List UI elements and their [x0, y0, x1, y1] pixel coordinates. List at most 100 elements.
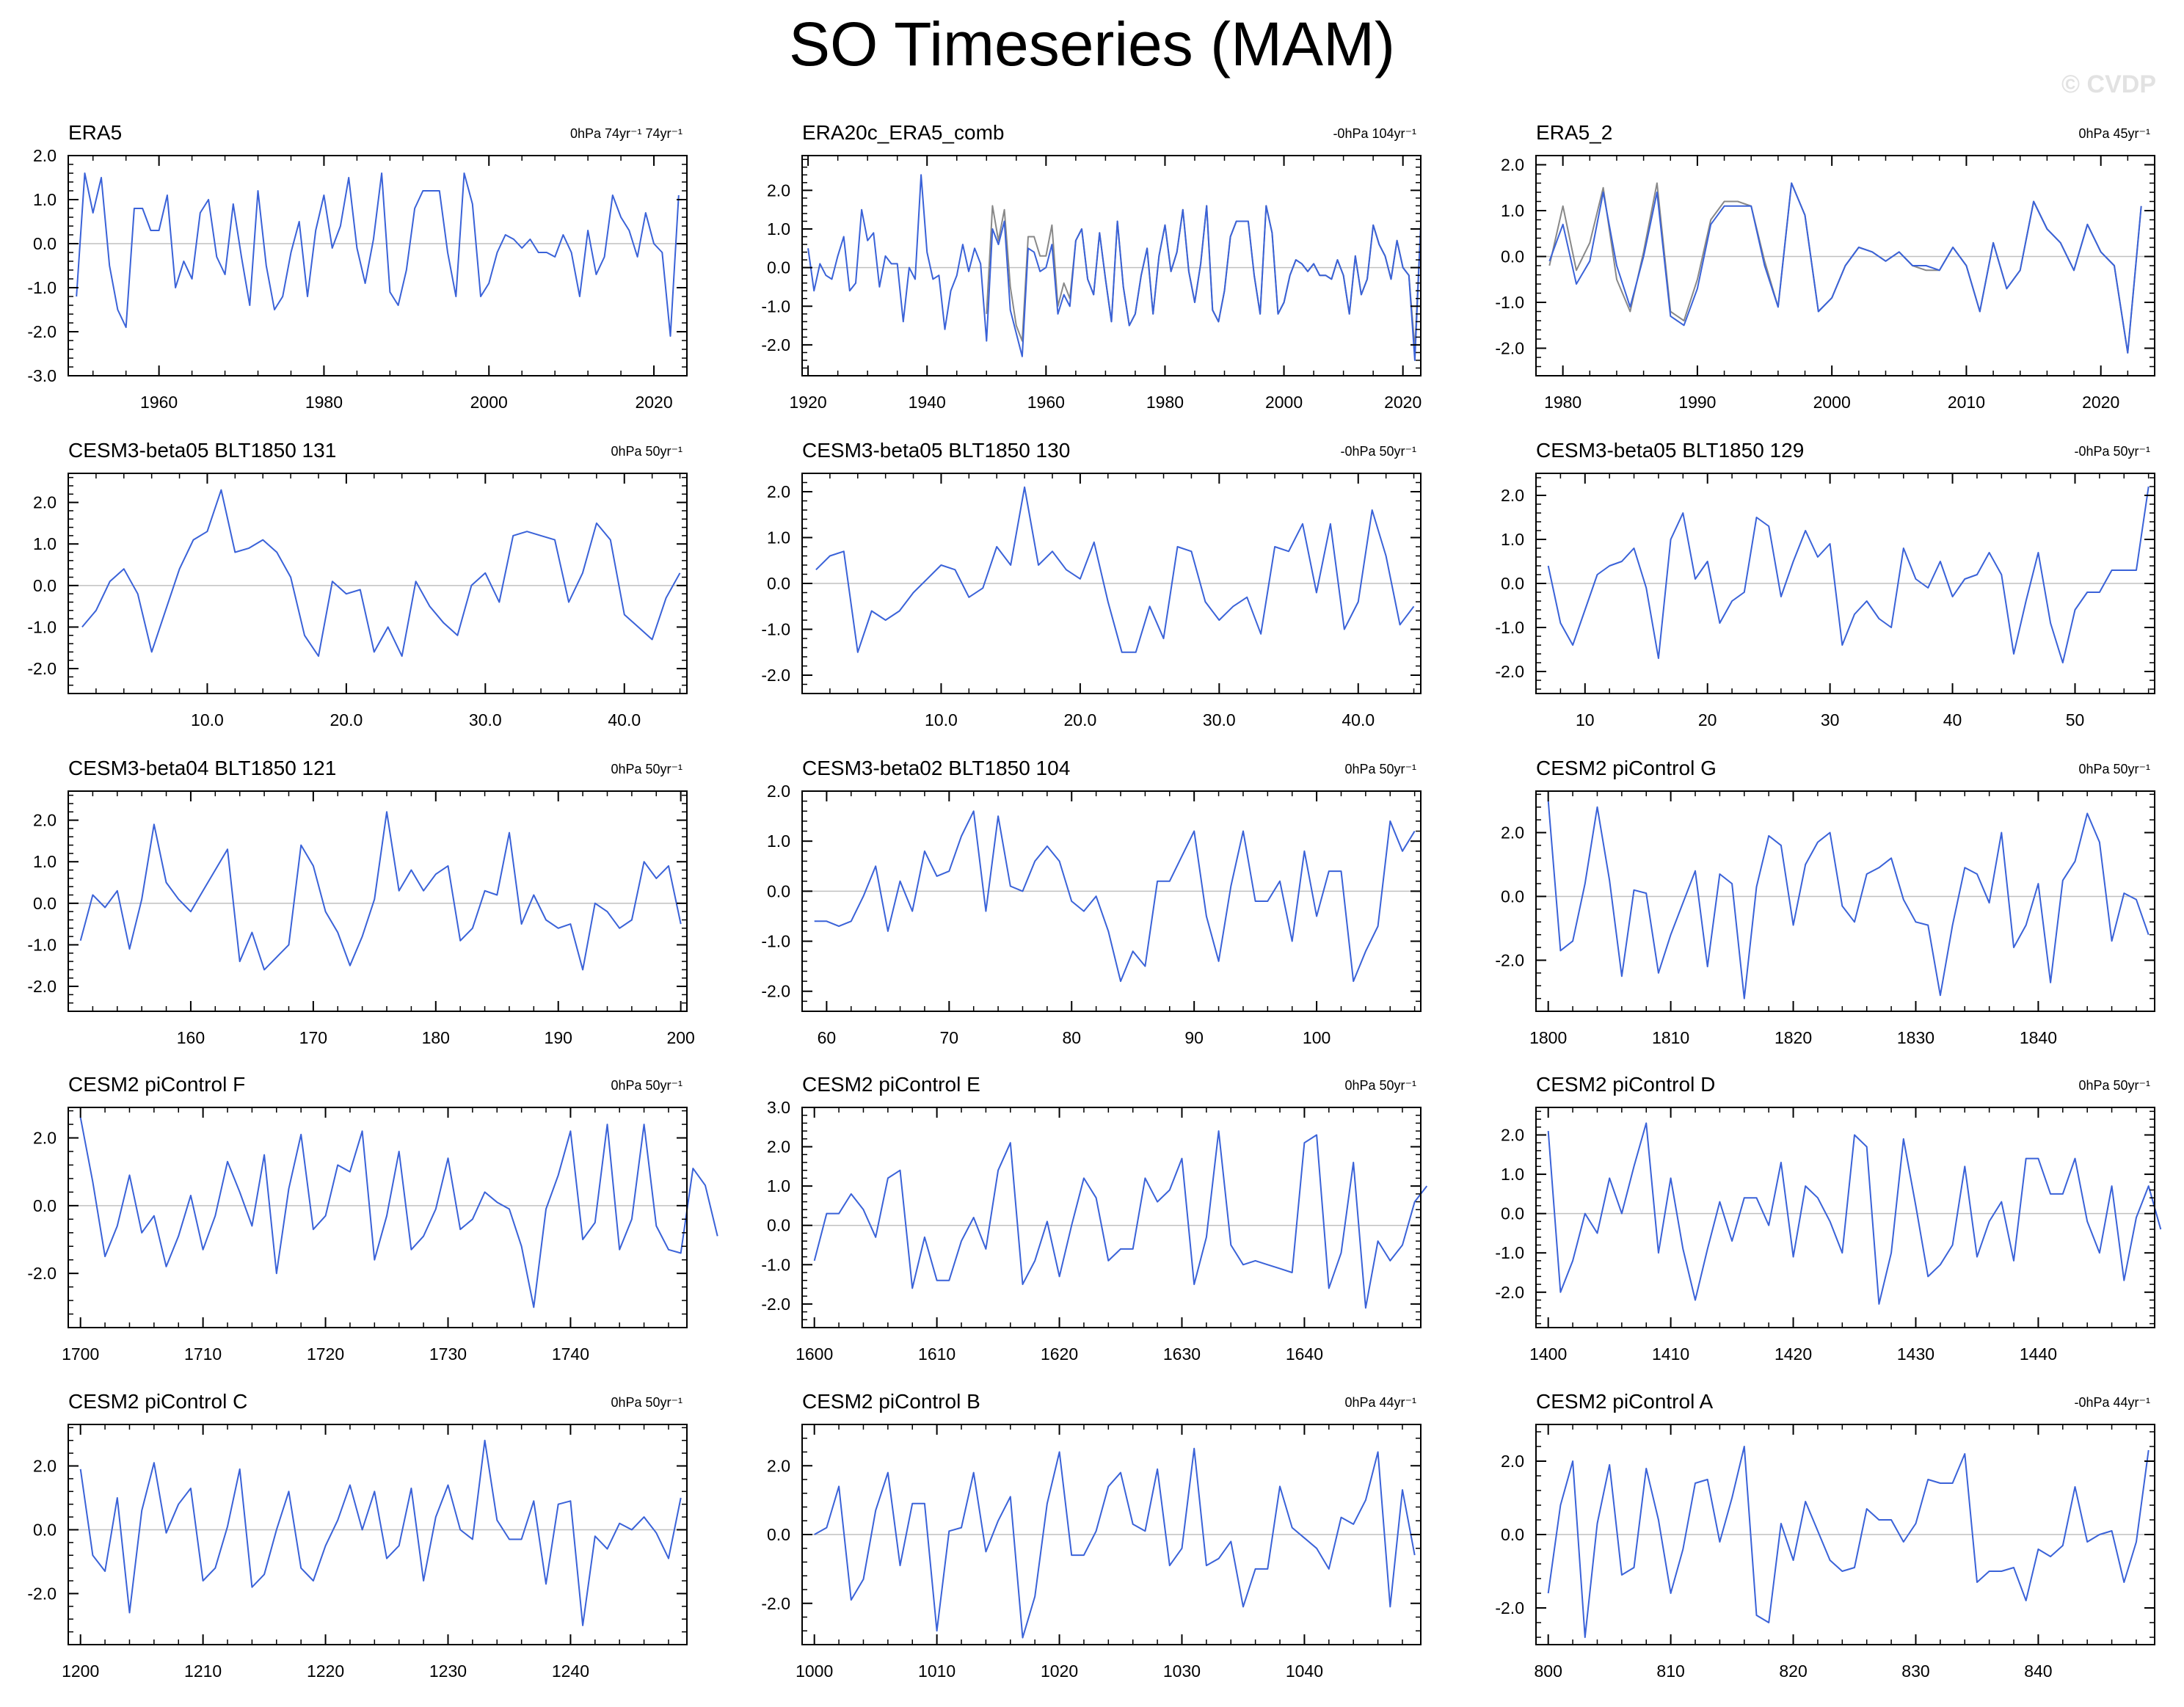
x-tick-label: 1440 — [2020, 1344, 2057, 1364]
x-tick-label: 2000 — [1265, 393, 1303, 412]
y-tick-label: -3.0 — [27, 366, 57, 385]
x-tick-label: 160 — [177, 1028, 205, 1047]
x-tick-label: 1980 — [1146, 393, 1184, 412]
cvdp-watermark: © CVDP — [2061, 70, 2156, 98]
x-tick-label: 20 — [1698, 710, 1717, 729]
x-tick-label: 1980 — [305, 393, 343, 412]
y-tick-label: 0.0 — [33, 1196, 57, 1215]
x-tick-label: 1980 — [1544, 393, 1581, 412]
panel-annotation: 0hPa 50yr⁻¹ — [1344, 1078, 1416, 1093]
y-tick-label: -1.0 — [761, 1255, 790, 1274]
y-tick-label: 0.0 — [767, 1525, 790, 1544]
panel-annotation: 0hPa 50yr⁻¹ — [611, 444, 682, 459]
x-tick-label: 30.0 — [469, 710, 502, 729]
secondary-series-line — [1548, 182, 2142, 354]
series-line — [79, 811, 682, 971]
y-tick-label: 2.0 — [33, 146, 57, 165]
series-line — [79, 1117, 718, 1309]
y-tick-label: 1.0 — [33, 852, 57, 871]
x-tick-label: 10.0 — [925, 710, 958, 729]
x-tick-label: 1800 — [1529, 1028, 1567, 1047]
panel-title: CESM2 piControl C — [68, 1390, 247, 1413]
x-tick-label: 1640 — [1286, 1344, 1323, 1364]
y-tick-label: -2.0 — [1495, 662, 1524, 681]
x-tick-label: 1240 — [552, 1661, 589, 1681]
x-tick-label: 1040 — [1286, 1661, 1323, 1681]
panel-annotation: -0hPa 50yr⁻¹ — [1340, 444, 1416, 459]
x-tick-label: 1620 — [1041, 1344, 1078, 1364]
panel-annotation: 0hPa 50yr⁻¹ — [611, 762, 682, 776]
y-tick-label: 2.0 — [33, 493, 57, 512]
y-tick-label: 0.0 — [767, 258, 790, 277]
plot-frame — [68, 473, 688, 694]
y-tick-label: 0.0 — [1501, 887, 1524, 906]
x-tick-label: 1020 — [1041, 1661, 1078, 1681]
x-tick-label: 1740 — [552, 1344, 589, 1364]
y-tick-label: -1.0 — [27, 278, 57, 297]
x-tick-label: 40.0 — [608, 710, 641, 729]
y-tick-label: -1.0 — [761, 932, 790, 951]
y-tick-label: -2.0 — [1495, 1283, 1524, 1302]
y-tick-label: 0.0 — [1501, 247, 1524, 266]
panel-6: CESM3-beta05 BLT1850 129 -0hPa 50yr⁻¹ 10 20… — [1495, 439, 2155, 729]
y-tick-label: -2.0 — [1495, 339, 1524, 358]
panel-annotation: 0hPa 50yr⁻¹ — [611, 1395, 682, 1410]
x-tick-label: 820 — [1779, 1661, 1807, 1681]
panel-15: CESM2 piControl A -0hPa 44yr⁻¹ 800 810 820 83… — [1495, 1390, 2155, 1681]
y-tick-label: 2.0 — [767, 181, 790, 200]
y-tick-label: 0.0 — [33, 576, 57, 595]
plot-frame — [68, 1107, 688, 1328]
plot-frame — [801, 155, 1422, 376]
x-tick-label: 1420 — [1774, 1344, 1812, 1364]
x-tick-label: 2010 — [1948, 393, 1985, 412]
x-tick-label: 1610 — [918, 1344, 956, 1364]
y-tick-label: 2.0 — [33, 1457, 57, 1476]
panel-3: ERA5_2 0hPa 45yr⁻¹ 1980 1990 2000 2010 2020 -2.… — [1495, 121, 2155, 412]
series-line — [1547, 1446, 2150, 1638]
x-tick-label: 1830 — [1897, 1028, 1934, 1047]
x-tick-label: 60 — [818, 1028, 837, 1047]
panel-title: CESM2 piControl B — [802, 1390, 980, 1413]
x-tick-label: 2000 — [470, 393, 508, 412]
x-tick-label: 1810 — [1652, 1028, 1689, 1047]
y-tick-label: -2.0 — [27, 1584, 57, 1603]
y-tick-label: -2.0 — [1495, 1598, 1524, 1617]
panel-title: ERA20c_ERA5_comb — [802, 121, 1004, 144]
series-line — [1548, 182, 2142, 354]
x-tick-label: 1230 — [429, 1661, 467, 1681]
x-tick-label: 1940 — [909, 393, 946, 412]
x-tick-label: 1840 — [2020, 1028, 2057, 1047]
x-tick-label: 830 — [1901, 1661, 1929, 1681]
panel-title: CESM2 piControl D — [1536, 1073, 1715, 1096]
plot-frame — [801, 1107, 1422, 1328]
panel-13: CESM2 piControl C 0hPa 50yr⁻¹ 1200 1210 1220… — [27, 1390, 688, 1681]
x-tick-label: 30 — [1821, 710, 1840, 729]
series-line — [813, 1130, 1428, 1309]
panel-title: CESM2 piControl G — [1536, 757, 1717, 779]
panel-8: CESM3-beta02 BLT1850 104 0hPa 50yr⁻¹ 60 70 8… — [761, 757, 1422, 1047]
y-tick-label: -2.0 — [761, 982, 790, 1001]
x-tick-label: 2020 — [635, 393, 672, 412]
y-tick-label: 2.0 — [1501, 1126, 1524, 1145]
x-tick-label: 2020 — [1384, 393, 1422, 412]
series-line — [814, 1447, 1416, 1639]
x-tick-label: 1710 — [184, 1344, 222, 1364]
y-tick-label: 1.0 — [1501, 530, 1524, 549]
panel-title: ERA5_2 — [1536, 121, 1612, 144]
panel-1: ERA5 0hPa 74yr⁻¹ 74yr⁻¹ 1960 1980 2000 2020 -3… — [27, 121, 688, 412]
y-tick-label: 2.0 — [767, 1456, 790, 1475]
x-tick-label: 1730 — [429, 1344, 467, 1364]
x-tick-label: 1200 — [62, 1661, 99, 1681]
x-tick-label: 90 — [1184, 1028, 1204, 1047]
x-tick-label: 800 — [1535, 1661, 1562, 1681]
y-tick-label: -2.0 — [27, 659, 57, 678]
panel-annotation: -0hPa 104yr⁻¹ — [1333, 126, 1416, 141]
y-tick-label: -2.0 — [27, 322, 57, 341]
x-tick-label: 1630 — [1163, 1344, 1201, 1364]
panel-4: CESM3-beta05 BLT1850 131 0hPa 50yr⁻¹ 10.0 2… — [27, 439, 688, 729]
y-tick-label: -1.0 — [761, 620, 790, 639]
y-tick-label: -1.0 — [761, 296, 790, 316]
x-tick-label: 1220 — [307, 1661, 344, 1681]
series-line — [1547, 486, 2150, 663]
x-tick-label: 1400 — [1529, 1344, 1567, 1364]
